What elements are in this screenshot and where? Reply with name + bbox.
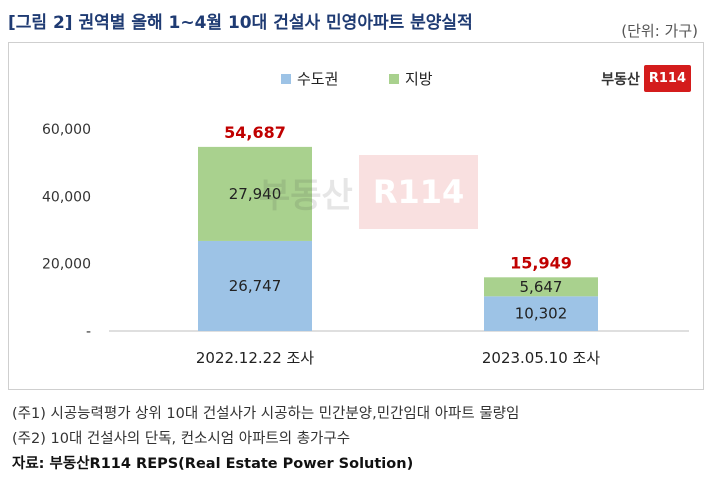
bar-segment bbox=[198, 240, 312, 331]
stacked-bar-chart: - 20,000 40,000 60,000 수도권 지방 26,747 27,940 54,6… bbox=[42, 70, 689, 367]
logo-text: 부동산 bbox=[601, 71, 640, 88]
unit-label: (단위: 가구) bbox=[621, 22, 698, 40]
x-category-label: 2023.05.10 조사 bbox=[482, 349, 600, 367]
bar-total-label: 54,687 bbox=[224, 123, 286, 142]
bar-value-label: 27,940 bbox=[229, 185, 282, 203]
footnotes: (주1) 시공능력평가 상위 10대 건설사가 시공하는 민간분양,민간임대 아… bbox=[12, 402, 519, 477]
bar-value-label: 5,647 bbox=[520, 278, 563, 296]
chart-title: [그림 2] 권역별 올해 1~4월 10대 건설사 민영아파트 분양실적 bbox=[8, 13, 473, 33]
y-tick-label: 40,000 bbox=[42, 189, 91, 205]
legend-swatch bbox=[389, 74, 399, 84]
y-tick-label: - bbox=[86, 324, 91, 340]
bar-segment bbox=[484, 296, 598, 331]
chart-area: - 20,000 40,000 60,000 수도권 지방 26,747 27,940 54,6… bbox=[8, 42, 704, 390]
bar-segment bbox=[198, 146, 312, 241]
x-category-label: 2022.12.22 조사 bbox=[196, 349, 314, 367]
legend-swatch bbox=[281, 74, 291, 84]
y-tick-label: 60,000 bbox=[42, 122, 91, 138]
y-tick-label: 20,000 bbox=[42, 257, 91, 273]
legend-label: 수도권 bbox=[297, 70, 338, 88]
footnote-2: (주2) 10대 건설사의 단독, 컨소시엄 아파트의 총가구수 bbox=[12, 431, 351, 447]
bar-value-label: 10,302 bbox=[515, 305, 568, 323]
source-note: 자료: 부동산R114 REPS(Real Estate Power Solut… bbox=[12, 456, 414, 472]
brand-logo: 부동산 R114 bbox=[601, 65, 691, 92]
bar-total-label: 15,949 bbox=[510, 253, 572, 272]
bar-value-label: 26,747 bbox=[229, 277, 282, 295]
logo-badge: R114 bbox=[643, 65, 691, 92]
legend-label: 지방 bbox=[405, 70, 433, 88]
bar-segment bbox=[484, 277, 598, 297]
footnote-1: (주1) 시공능력평가 상위 10대 건설사가 시공하는 민간분양,민간임대 아… bbox=[12, 406, 520, 422]
